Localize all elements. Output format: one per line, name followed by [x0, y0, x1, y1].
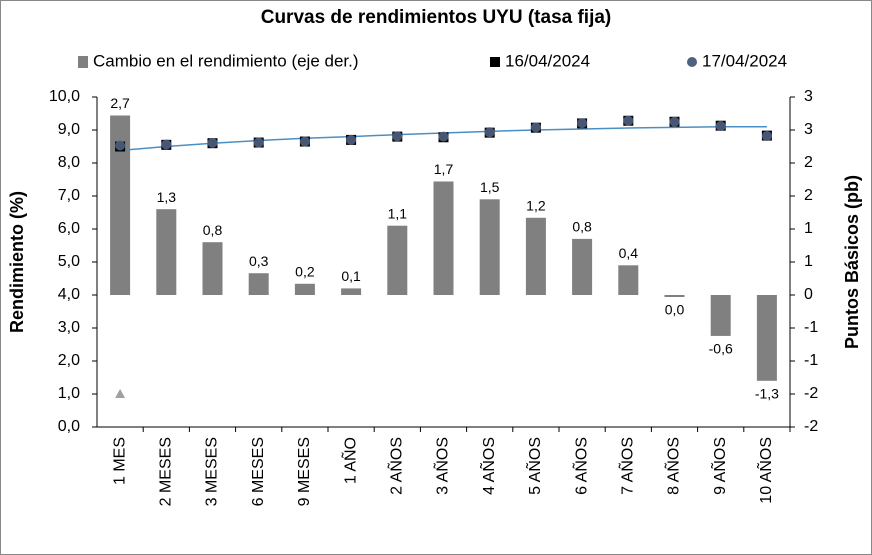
- bar: [341, 288, 362, 295]
- legend-swatch: [490, 57, 500, 67]
- bar: [664, 295, 685, 297]
- data-label: 2,7: [110, 95, 130, 111]
- data-label: 1,1: [388, 205, 408, 221]
- y2-tick-label: 0: [804, 286, 813, 303]
- marker: [299, 136, 310, 147]
- y2-tick-label: 3: [804, 121, 813, 138]
- marker: [438, 131, 449, 142]
- chart-title: Curvas de rendimientos UYU (tasa fija): [261, 7, 612, 28]
- legend-label: Cambio en el rendimiento (eje der.): [93, 51, 359, 70]
- y2-tick-label: 2: [804, 187, 813, 204]
- bar: [525, 217, 546, 295]
- legend-swatch: [78, 56, 88, 68]
- marker: [253, 137, 264, 148]
- x-tick-label: 9 MESES: [296, 437, 313, 506]
- data-label: 0,8: [572, 219, 592, 235]
- x-tick-label: 5 AÑOS: [524, 437, 544, 495]
- bar: [110, 115, 131, 295]
- y-tick-label: 1,0: [58, 385, 80, 402]
- data-label: -0,6: [709, 341, 733, 357]
- data-label: 0,3: [249, 253, 269, 269]
- x-tick-label: 4 AÑOS: [478, 437, 498, 495]
- marker: [161, 139, 172, 150]
- x-tick-label: 10 AÑOS: [755, 437, 775, 504]
- data-label: 0,0: [665, 302, 685, 318]
- marker: [484, 127, 495, 138]
- data-label: 0,1: [341, 268, 361, 284]
- x-tick-label: 1 MES: [111, 437, 128, 485]
- x-tick-label: 1 AÑO: [339, 437, 359, 484]
- y2-tick-label: -2: [804, 418, 818, 435]
- y-tick-label: 10,0: [49, 88, 80, 105]
- marker: [207, 137, 218, 148]
- legend-swatch: [687, 57, 697, 67]
- data-label: 0,2: [295, 263, 315, 279]
- bar: [294, 283, 315, 295]
- marker: [115, 389, 126, 398]
- y-tick-label: 8,0: [58, 154, 80, 171]
- data-label: 0,4: [619, 245, 639, 261]
- x-tick-label: 6 AÑOS: [570, 437, 590, 495]
- y2-tick-label: -1: [804, 352, 818, 369]
- y2-tick-label: 1: [804, 220, 813, 237]
- data-label: -1,3: [755, 386, 779, 402]
- y-axis-title: Rendimiento (%): [7, 191, 27, 333]
- x-tick-label: 2 AÑOS: [386, 437, 406, 495]
- marker: [761, 130, 772, 141]
- bar: [618, 265, 639, 295]
- marker: [392, 131, 403, 142]
- data-label: 1,5: [480, 179, 500, 195]
- y-tick-label: 9,0: [58, 121, 80, 138]
- y2-axis-title: Puntos Básicos (pb): [842, 175, 862, 349]
- bar: [156, 209, 177, 295]
- y-tick-label: 3,0: [58, 319, 80, 336]
- bar: [248, 273, 269, 295]
- y2-tick-label: 2: [804, 154, 813, 171]
- bar: [756, 295, 777, 381]
- marker: [669, 116, 680, 127]
- y2-tick-label: 1: [804, 253, 813, 270]
- marker: [346, 134, 357, 145]
- data-label: 1,7: [434, 161, 454, 177]
- y2-tick-label: 3: [804, 88, 813, 105]
- legend-label: 16/04/2024: [505, 51, 590, 70]
- bar: [433, 181, 454, 295]
- x-tick-label: 3 MESES: [204, 437, 221, 506]
- bar: [387, 225, 408, 295]
- y2-tick-label: -1: [804, 319, 818, 336]
- y-tick-label: 7,0: [58, 187, 80, 204]
- bar: [572, 238, 593, 295]
- data-label: 1,2: [526, 197, 546, 213]
- marker: [715, 121, 726, 132]
- y-tick-label: 6,0: [58, 220, 80, 237]
- y-tick-label: 5,0: [58, 253, 80, 270]
- y-tick-label: 2,0: [58, 352, 80, 369]
- y-tick-label: 0,0: [58, 418, 80, 435]
- x-tick-label: 3 AÑOS: [432, 437, 452, 495]
- x-tick-label: 6 MESES: [250, 437, 267, 506]
- bar: [202, 242, 223, 295]
- x-tick-label: 7 AÑOS: [617, 437, 637, 495]
- bar: [479, 199, 500, 295]
- legend-label: 17/04/2024: [702, 51, 787, 70]
- bar: [710, 295, 731, 336]
- y-tick-label: 4,0: [58, 286, 80, 303]
- x-tick-label: 8 AÑOS: [663, 437, 683, 495]
- y2-tick-label: -2: [804, 385, 818, 402]
- x-tick-label: 9 AÑOS: [709, 437, 729, 495]
- marker: [115, 140, 126, 151]
- marker: [530, 122, 541, 133]
- data-label: 0,8: [203, 222, 223, 238]
- marker: [577, 118, 588, 129]
- marker: [623, 115, 634, 126]
- data-label: 1,3: [157, 189, 177, 205]
- x-tick-label: 2 MESES: [158, 437, 175, 506]
